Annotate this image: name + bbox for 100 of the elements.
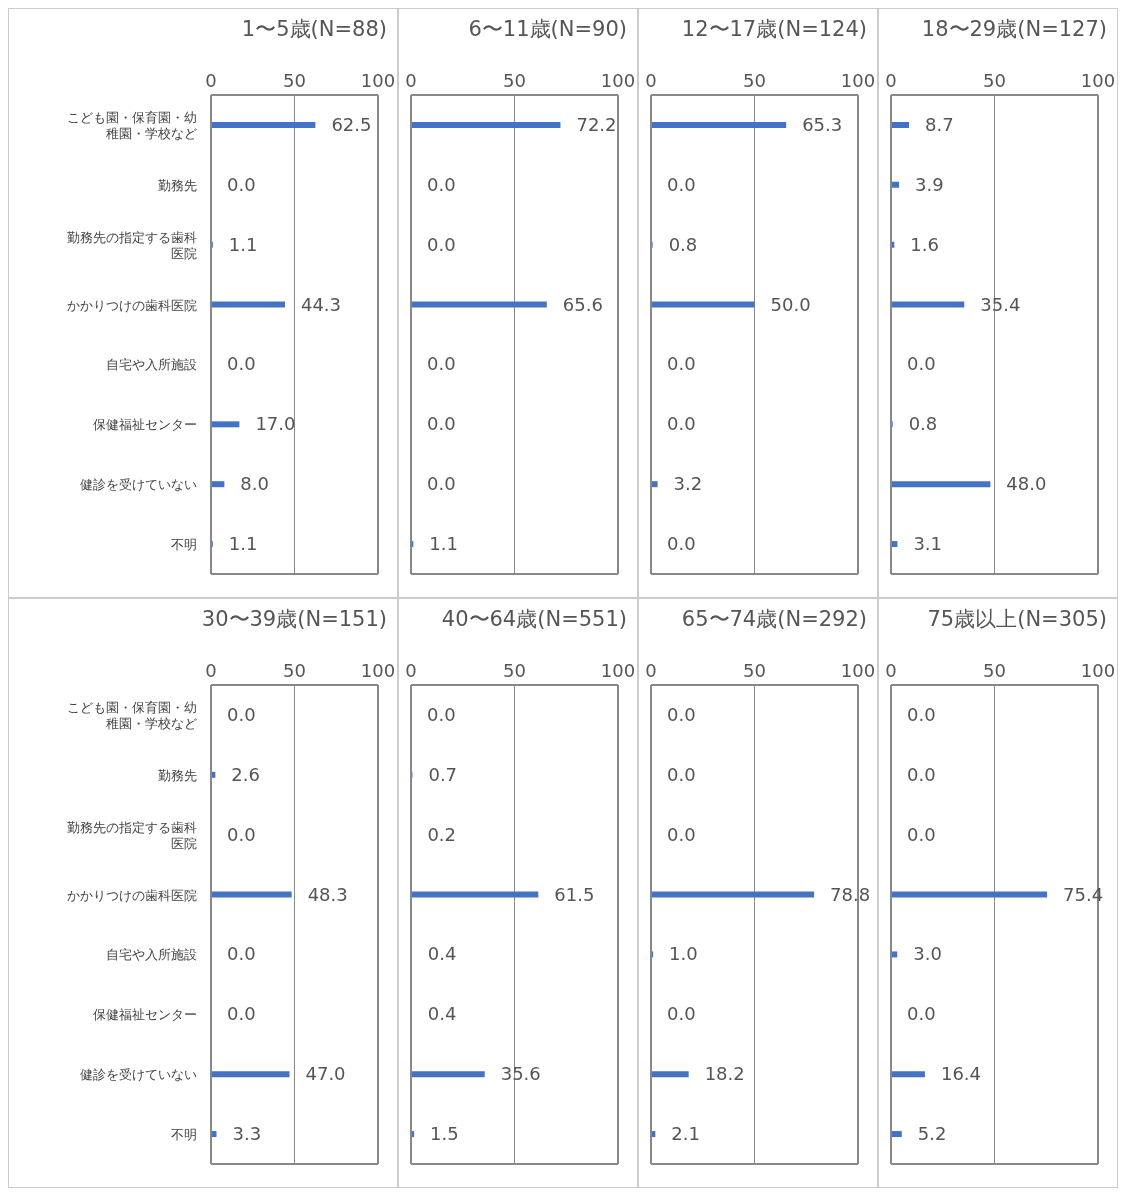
data-label: 0.0 bbox=[667, 823, 696, 845]
data-label: 62.5 bbox=[331, 113, 372, 135]
data-label: 0.0 bbox=[227, 173, 256, 195]
y-tick-label: 健診を受けていない bbox=[80, 1067, 197, 1083]
x-tick-label: 100 bbox=[840, 660, 876, 681]
data-label: 1.1 bbox=[228, 233, 258, 255]
x-tick-label: 50 bbox=[983, 660, 1006, 681]
y-tick-label: 勤務先 bbox=[158, 177, 197, 193]
data-label: 72.2 bbox=[576, 113, 617, 135]
data-label: 0.0 bbox=[227, 703, 256, 725]
x-tick-label: 0 bbox=[205, 70, 217, 91]
x-tick-label: 100 bbox=[360, 660, 396, 681]
data-label: 0.0 bbox=[907, 1003, 936, 1025]
x-tick-label: 0 bbox=[645, 70, 657, 91]
data-label: 48.0 bbox=[1006, 473, 1047, 495]
data-label: 0.8 bbox=[908, 413, 938, 435]
x-tick-label: 100 bbox=[1080, 660, 1116, 681]
data-label: 0.8 bbox=[668, 233, 698, 255]
data-label: 0.0 bbox=[667, 1003, 696, 1025]
data-label: 3.9 bbox=[915, 173, 944, 195]
data-label: 1.6 bbox=[910, 233, 939, 255]
data-label: 48.3 bbox=[307, 883, 348, 905]
x-tick-label: 50 bbox=[743, 70, 766, 91]
data-label: 0.0 bbox=[667, 703, 696, 725]
data-label: 0.0 bbox=[227, 1003, 256, 1025]
data-label: 0.0 bbox=[667, 353, 696, 375]
data-label: 3.3 bbox=[232, 1123, 262, 1145]
data-label: 61.5 bbox=[554, 883, 595, 905]
data-label: 1.5 bbox=[430, 1123, 459, 1145]
data-label: 1.1 bbox=[228, 533, 258, 555]
data-label: 0.0 bbox=[227, 823, 256, 845]
data-label: 0.0 bbox=[227, 353, 256, 375]
y-tick-label: 保健福祉センター bbox=[93, 417, 197, 433]
data-label: 5.2 bbox=[917, 1123, 947, 1145]
data-label: 3.0 bbox=[913, 943, 942, 965]
chart-title: 18〜29歳(N=127) bbox=[920, 16, 1108, 43]
x-tick-label: 100 bbox=[600, 660, 636, 681]
y-tick-label: 勤務先の指定する歯科医院 bbox=[67, 819, 197, 851]
y-tick-label: こども園・保育園・幼稚園・学校など bbox=[67, 699, 197, 731]
x-tick-label: 100 bbox=[1080, 70, 1116, 91]
data-label: 0.0 bbox=[427, 353, 456, 375]
data-label: 1.1 bbox=[429, 533, 458, 555]
data-label: 0.0 bbox=[427, 703, 456, 725]
chart-title: 40〜64歳(N=551) bbox=[440, 606, 628, 633]
data-label: 1.0 bbox=[669, 943, 698, 965]
data-label: 0.0 bbox=[907, 703, 936, 725]
chart-title: 30〜39歳(N=151) bbox=[200, 606, 388, 633]
data-label: 16.4 bbox=[940, 1063, 982, 1085]
data-label: 0.0 bbox=[427, 473, 456, 495]
y-tick-label: 自宅や入所施設 bbox=[106, 947, 197, 963]
data-label: 0.0 bbox=[667, 173, 696, 195]
x-tick-label: 100 bbox=[840, 70, 876, 91]
x-tick-label: 0 bbox=[405, 70, 417, 91]
x-tick-label: 50 bbox=[503, 70, 526, 91]
data-label: 0.0 bbox=[667, 413, 696, 435]
data-label: 0.0 bbox=[907, 823, 936, 845]
data-label: 0.0 bbox=[227, 943, 256, 965]
y-tick-label: 保健福祉センター bbox=[93, 1007, 197, 1023]
data-label: 0.0 bbox=[907, 353, 936, 375]
y-tick-label: こども園・保育園・幼稚園・学校など bbox=[67, 109, 197, 141]
chart-title: 1〜5歳(N=88) bbox=[240, 16, 388, 43]
y-tick-label: 勤務先 bbox=[158, 767, 197, 783]
data-label: 0.0 bbox=[427, 413, 456, 435]
chart-title: 75歳以上(N=305) bbox=[926, 606, 1108, 633]
x-tick-label: 50 bbox=[503, 660, 526, 681]
data-label: 18.2 bbox=[704, 1063, 745, 1085]
chart-title: 12〜17歳(N=124) bbox=[680, 16, 868, 43]
x-tick-label: 100 bbox=[360, 70, 396, 91]
data-label: 0.0 bbox=[427, 233, 456, 255]
data-label: 47.0 bbox=[305, 1063, 346, 1085]
data-label: 50.0 bbox=[770, 293, 811, 315]
data-label: 0.2 bbox=[427, 823, 457, 845]
data-label: 3.1 bbox=[913, 533, 943, 555]
data-label: 0.0 bbox=[907, 763, 936, 785]
x-tick-label: 0 bbox=[205, 660, 217, 681]
data-label: 0.4 bbox=[427, 943, 457, 965]
y-tick-label: 勤務先の指定する歯科医院 bbox=[67, 229, 197, 261]
data-label: 0.0 bbox=[667, 763, 696, 785]
data-label: 0.0 bbox=[427, 173, 456, 195]
y-tick-label: 健診を受けていない bbox=[80, 477, 197, 493]
data-label: 8.7 bbox=[925, 113, 954, 135]
y-tick-label: かかりつけの歯科医院 bbox=[67, 297, 197, 313]
data-label: 65.3 bbox=[802, 113, 843, 135]
data-label: 65.6 bbox=[562, 293, 603, 315]
data-label: 0.0 bbox=[667, 533, 696, 555]
x-tick-label: 0 bbox=[405, 660, 417, 681]
x-tick-label: 50 bbox=[283, 70, 306, 91]
y-tick-label: 不明 bbox=[171, 537, 197, 553]
x-tick-label: 50 bbox=[983, 70, 1006, 91]
data-label: 44.3 bbox=[300, 293, 342, 315]
data-label: 8.0 bbox=[240, 473, 269, 495]
data-label: 0.7 bbox=[428, 763, 458, 785]
data-label: 2.1 bbox=[671, 1123, 700, 1145]
data-label: 2.6 bbox=[231, 763, 260, 785]
y-tick-label: 不明 bbox=[171, 1127, 197, 1143]
data-label: 3.2 bbox=[673, 473, 703, 495]
data-label: 0.4 bbox=[427, 1003, 457, 1025]
x-tick-label: 50 bbox=[743, 660, 766, 681]
x-tick-label: 50 bbox=[283, 660, 306, 681]
chart-title: 65〜74歳(N=292) bbox=[680, 606, 868, 633]
